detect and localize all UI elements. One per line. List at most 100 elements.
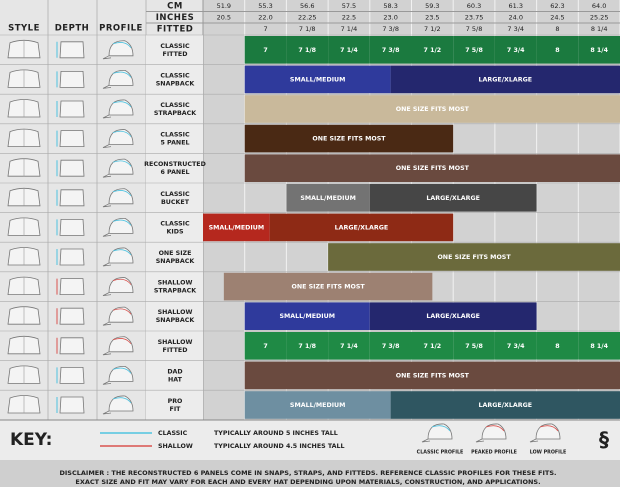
size-label: LARGE/XLARGE (426, 313, 480, 320)
hat-icon (7, 395, 41, 414)
hat-icon (102, 365, 134, 385)
name-cell (146, 35, 203, 65)
size-label: ONE SIZE FITS MOST (396, 106, 470, 113)
hat-icon (7, 217, 41, 236)
profile-line (112, 278, 132, 285)
hat-icon (56, 396, 85, 414)
size-bar (244, 302, 370, 330)
size-label: ONE SIZE FITS MOST (437, 254, 511, 261)
hat-icon (102, 277, 134, 296)
size-label: 7 5/8 (465, 47, 483, 54)
hat-icon (7, 99, 41, 118)
size-label: 7 3/4 (507, 47, 525, 54)
fitted-value: 7 3/4 (507, 25, 524, 33)
size-label: SMALL/MEDIUM (209, 224, 265, 231)
size-label: 7 1/4 (340, 343, 358, 350)
profile-label: LOW PROFILE (530, 450, 567, 456)
hat-shape (59, 396, 85, 414)
size-bar (244, 332, 287, 360)
size-label: 8 (555, 47, 559, 54)
hat-name: CLASSIC (160, 132, 190, 139)
size-label: LARGE/XLARGE (479, 76, 533, 83)
hat-icon (56, 337, 85, 355)
size-label: LARGE/XLARGE (479, 402, 533, 409)
hat-name: 5 PANEL (160, 140, 189, 147)
size-label: ONE SIZE FITS MOST (396, 372, 470, 379)
hat-icon (102, 69, 134, 89)
size-bar (578, 332, 620, 360)
fitted-value: 7 1/2 (424, 25, 441, 33)
hat-name: CLASSIC (160, 43, 190, 50)
name-cell (146, 64, 203, 95)
size-bar (536, 332, 579, 360)
hat-name: 6 PANEL (160, 169, 189, 176)
size-label: 7 (263, 343, 267, 350)
hat-icon (56, 159, 85, 177)
profile-line (539, 425, 559, 432)
key-classic: CLASSIC (158, 430, 188, 437)
hat-name: DAD (167, 368, 182, 375)
hat-name: RECONSTRUCTED (144, 161, 206, 168)
cm-value: 59.3 (425, 2, 439, 10)
hat-name: SHALLOW (158, 339, 193, 346)
inches-value: 22.0 (258, 14, 272, 22)
hat-shape (102, 188, 134, 208)
hat-icon (102, 395, 134, 415)
cm-value: 55.3 (258, 2, 272, 10)
name-cell (146, 212, 203, 243)
profile-line (431, 425, 451, 432)
fitted-value: 8 1/4 (591, 25, 608, 33)
fitted-value: 7 3/8 (382, 25, 399, 33)
hat-shape (59, 367, 85, 384)
size-label: LARGE/XLARGE (426, 195, 480, 202)
fitted-value: 7 (263, 25, 267, 33)
hat-icon (475, 423, 507, 443)
hat-shape (421, 423, 453, 443)
hat-icon (56, 130, 85, 147)
name-cell (146, 301, 203, 331)
hat-icon (7, 39, 41, 59)
fitted-value: 8 (555, 25, 559, 33)
inches-value: 20.5 (217, 14, 231, 22)
hat-name: FIT (170, 406, 182, 413)
hat-icon (102, 99, 134, 119)
size-bar (536, 36, 579, 64)
fitted-value: 7 1/4 (341, 25, 358, 33)
cm-value: 51.9 (217, 2, 231, 10)
profile-line (112, 190, 132, 197)
hat-shape (102, 217, 134, 237)
hat-name: SNAPBACK (156, 80, 196, 87)
hat-shape (102, 247, 134, 267)
size-label: 7 1/8 (298, 343, 316, 350)
hat-icon (7, 158, 41, 177)
hat-shape (102, 395, 134, 415)
inches-value: 22.25 (298, 14, 317, 22)
hat-name: SHALLOW (158, 280, 193, 287)
profile-line (112, 249, 132, 256)
hat-icon (102, 336, 134, 356)
size-bar (223, 272, 433, 301)
hat-name: FITTED (163, 51, 188, 58)
size-label: 7 1/8 (298, 47, 316, 54)
hat-icon (102, 40, 134, 60)
key-shallow: SHALLOW (158, 443, 193, 450)
hat-shape (59, 278, 85, 295)
inches-value: 24.5 (550, 14, 564, 22)
size-bar (453, 332, 495, 360)
size-bar (328, 36, 370, 64)
hat-shape (102, 336, 134, 356)
size-bar (494, 36, 537, 64)
inches-value: 23.75 (465, 14, 484, 22)
inches-header: INCHES (156, 13, 195, 23)
hat-shape (102, 129, 134, 148)
hat-icon (7, 247, 41, 266)
name-cell (146, 153, 203, 183)
profile-label: PEAKED PROFILE (471, 450, 517, 456)
size-label: SMALL/MEDIUM (300, 195, 356, 202)
size-bar (328, 243, 620, 271)
hat-name: CLASSIC (160, 191, 190, 198)
hat-icon (7, 276, 41, 295)
fitted-value: 7 1/8 (299, 25, 316, 33)
size-label: 8 1/4 (590, 343, 608, 350)
